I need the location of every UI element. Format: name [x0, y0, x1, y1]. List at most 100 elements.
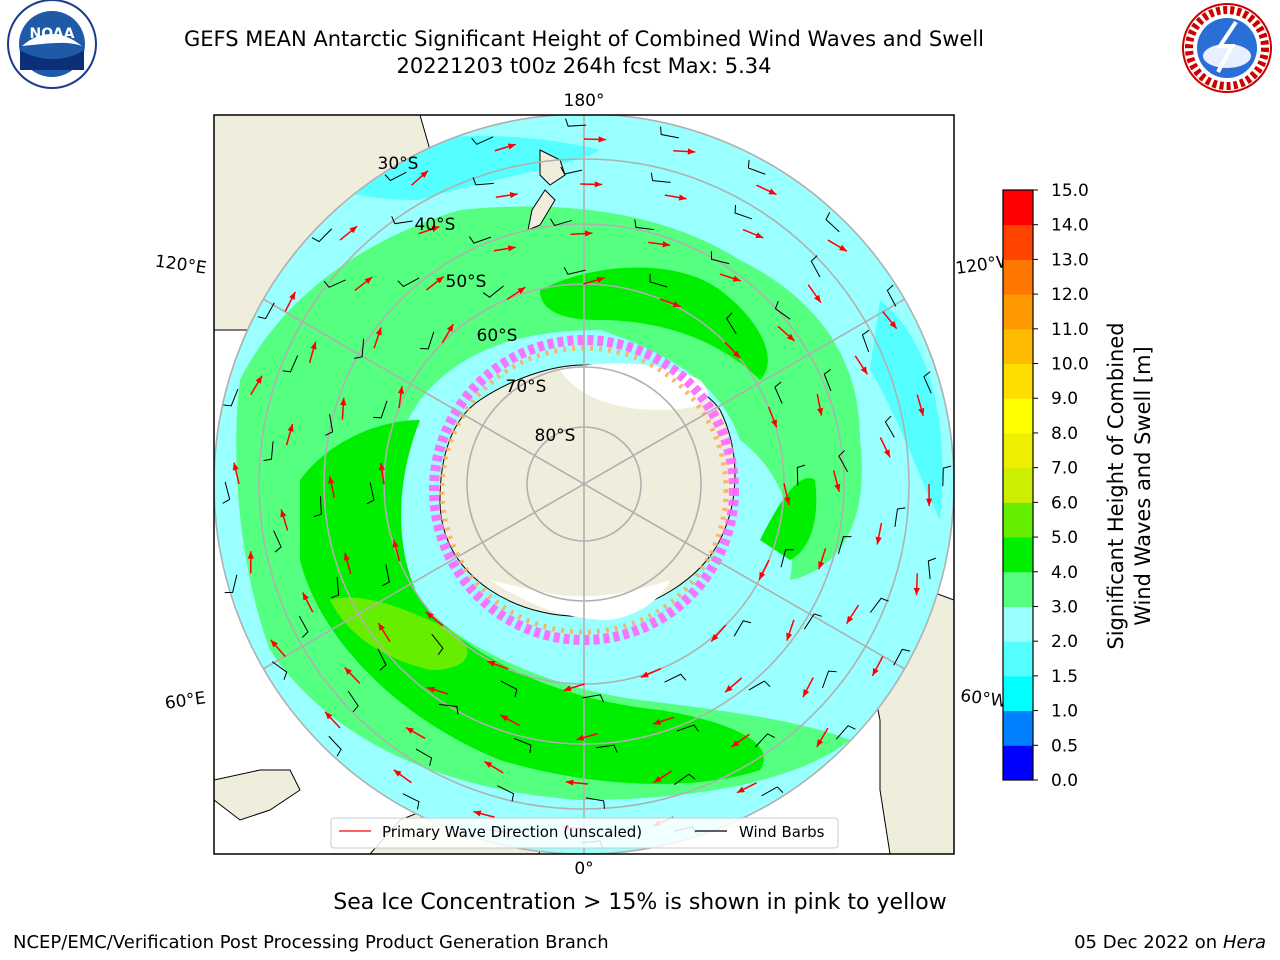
colorbar-band — [1003, 641, 1033, 677]
wave-arrow-head — [310, 341, 317, 350]
wave-arrow-head — [340, 397, 347, 406]
wind-barb — [869, 597, 889, 613]
wave-arrow-head — [247, 551, 254, 559]
wave-arrow-head — [565, 779, 574, 786]
lon-label-0: 0° — [574, 859, 593, 879]
wave-arrow-head — [280, 509, 287, 518]
wave-arrow-head — [328, 476, 335, 484]
colorbar-band — [1003, 710, 1033, 746]
wave-arrow-head — [596, 276, 605, 283]
colorbar-tick-label: 4.0 — [1051, 563, 1078, 583]
wave-arrow-head — [653, 776, 662, 783]
wave-arrow-head — [678, 194, 687, 201]
wind-barb — [381, 564, 390, 587]
wind-barb — [634, 219, 654, 231]
wave-arrow-head — [392, 539, 399, 548]
wind-barb — [942, 465, 952, 487]
wave-arrow-head — [393, 769, 402, 777]
colorbar-label: Significant Height of Combined Wind Wave… — [1104, 322, 1155, 649]
wave-arrow-head — [435, 276, 444, 284]
lat-label-80s: 80°S — [535, 426, 576, 446]
africa-land — [214, 769, 301, 821]
wind-barb — [585, 797, 605, 809]
wind-barb — [500, 680, 518, 698]
wind-barb — [468, 236, 492, 244]
wind-barb — [660, 126, 679, 139]
wave-arrow-head — [349, 226, 358, 234]
colorbar-tick-label: 1.0 — [1051, 702, 1078, 722]
wave-arrow-head — [378, 623, 385, 631]
wind-barb — [886, 284, 897, 307]
wind-barb — [497, 785, 515, 802]
colorbar-band — [1003, 259, 1033, 295]
colorbar-band — [1003, 294, 1033, 330]
colorbar-band — [1003, 328, 1033, 365]
wave-arrow-head — [736, 786, 745, 793]
wind-barb — [263, 441, 274, 462]
wind-barb — [780, 549, 794, 568]
noaa-logo-icon: NOAA — [7, 0, 97, 89]
wave-arrow-head — [425, 611, 434, 619]
svg-text:Wind Waves and Swell [m]: Wind Waves and Swell [m] — [1131, 346, 1155, 626]
wind-barb — [323, 279, 346, 288]
wind-barb — [273, 530, 282, 553]
wind-barb — [223, 388, 239, 407]
wind-barb — [894, 507, 906, 527]
colorbar-band — [1003, 363, 1033, 399]
wind-barb — [325, 414, 334, 436]
wave-arrow-head — [803, 689, 810, 698]
wind-barb — [402, 793, 420, 810]
wind-barb — [560, 166, 583, 175]
wave-arrow-head — [786, 632, 793, 641]
wind-barb — [472, 177, 494, 186]
wave-arrow-head — [364, 277, 373, 285]
wave-arrow-head — [500, 715, 509, 722]
wave-arrow-head — [270, 639, 278, 648]
wave-arrow-head — [768, 188, 777, 195]
colorbar-band — [1003, 537, 1033, 573]
wave-arrow-head — [302, 592, 309, 601]
colorbar-frame — [1002, 189, 1034, 781]
wind-barb — [282, 355, 299, 373]
wind-barb — [710, 251, 730, 265]
wave-arrow-head — [771, 419, 777, 428]
wave-arrow-head — [594, 181, 603, 188]
wave-arrow-head — [517, 287, 526, 294]
wind-barb — [726, 312, 737, 335]
wave-arrow-head — [834, 483, 841, 492]
colorbar: 0.0 0.5 1.0 1.5 2.0 3.0 4.0 5.0 6.0 7.0 8.0 9.0 10.0… — [1002, 181, 1089, 791]
wind-barb — [222, 481, 231, 504]
wave-arrow-head — [487, 660, 496, 667]
wave-arrow-head — [759, 571, 766, 580]
wave-arrow-head — [576, 734, 585, 741]
wave-arrow-head — [889, 320, 897, 329]
wind-barb — [676, 724, 700, 732]
wind-barb — [837, 536, 852, 554]
svg-text:NOAA: NOAA — [30, 26, 75, 42]
wave-arrow-head — [731, 740, 740, 747]
wind-barb — [733, 620, 752, 637]
wind-barb — [734, 205, 753, 220]
wave-arrow-head — [818, 561, 825, 570]
colorbar-tick-label: 5.0 — [1051, 528, 1078, 548]
wind-barb — [796, 464, 806, 486]
wind-barb — [838, 450, 849, 473]
nws-logo-icon — [1182, 3, 1272, 93]
wind-barb — [257, 302, 275, 320]
wind-barb — [373, 400, 388, 419]
wave-arrow-head — [584, 230, 593, 237]
wind-barb — [774, 381, 783, 404]
wind-barb — [311, 228, 333, 243]
wave-arrow-head — [427, 686, 436, 693]
wind-barb — [803, 613, 822, 630]
wave-arrow-head — [344, 667, 352, 675]
colorbar-band — [1003, 432, 1033, 469]
wind-barb — [391, 216, 413, 225]
wind-barb — [328, 735, 342, 757]
legend-barb-label: Wind Barbs — [739, 823, 825, 841]
wind-barb — [923, 371, 932, 394]
wave-arrow-head — [378, 462, 386, 471]
colorbar-tick-label: 12.0 — [1051, 285, 1089, 305]
wave-arrow-head — [473, 810, 482, 817]
wave-arrow-head — [784, 496, 791, 505]
